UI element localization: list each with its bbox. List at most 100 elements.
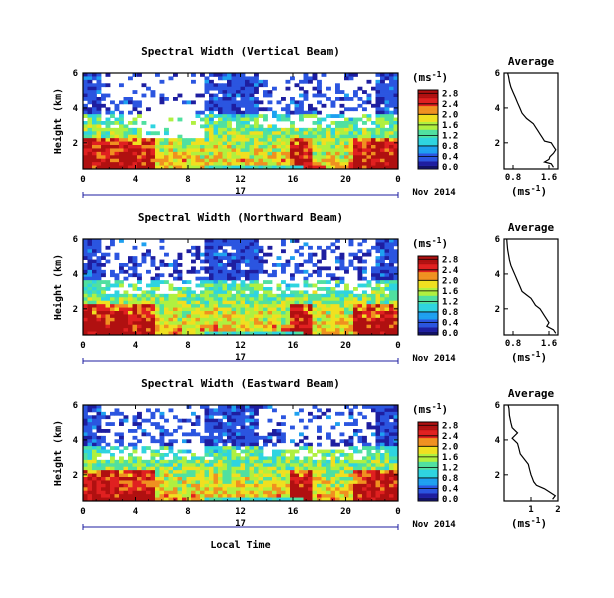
heatmap-cell <box>137 487 142 492</box>
heatmap-cell <box>290 439 295 444</box>
heatmap-cell <box>128 283 133 288</box>
heatmap-cell <box>303 317 309 322</box>
heatmap-cell <box>362 490 367 495</box>
heatmap-cell <box>330 290 336 295</box>
heatmap-cell <box>222 307 228 312</box>
heatmap <box>83 405 399 502</box>
heatmap-cell <box>371 162 376 166</box>
heatmap-cell <box>150 497 156 502</box>
heatmap-cell <box>227 466 232 471</box>
heatmap-cell <box>326 266 331 271</box>
heatmap-cell <box>200 266 205 271</box>
heatmap-cell <box>164 317 169 322</box>
heatmap-cell <box>393 73 399 77</box>
profile-x-tick-label: 0.8 <box>505 173 521 183</box>
heatmap-cell <box>146 483 151 488</box>
heatmap-cell <box>177 273 183 278</box>
heatmap-cell <box>137 141 142 146</box>
heatmap-cell <box>141 321 147 326</box>
heatmap-cell <box>132 141 138 146</box>
heatmap-cell <box>335 276 340 281</box>
colorbar-swatch <box>418 296 438 299</box>
heatmap-cell <box>101 131 106 136</box>
heatmap-cell <box>281 162 286 166</box>
colorbar-swatch <box>418 454 438 457</box>
heatmap-cell <box>83 314 88 319</box>
heatmap-cell <box>141 148 147 153</box>
heatmap-cell <box>218 405 223 409</box>
heatmap-cell <box>222 100 228 105</box>
colorbar-swatch <box>418 460 438 462</box>
heatmap-cell <box>267 324 273 329</box>
heatmap-cell <box>132 90 138 94</box>
heatmap-cell <box>191 314 196 319</box>
heatmap-cell <box>308 311 313 315</box>
heatmap-cell <box>128 100 133 105</box>
heatmap-cell <box>362 145 367 149</box>
heatmap-cell <box>353 131 358 136</box>
heatmap-cell <box>92 117 97 122</box>
heatmap-cell <box>105 470 111 474</box>
heatmap-cell <box>245 83 250 88</box>
heatmap-cell <box>168 494 174 498</box>
heatmap-cell <box>209 276 214 281</box>
heatmap-cell <box>87 432 93 437</box>
heatmap-cell <box>362 148 367 153</box>
heatmap-cell <box>186 151 192 156</box>
heatmap-cell <box>204 497 210 502</box>
heatmap-cell <box>164 331 169 336</box>
heatmap-cell <box>348 459 354 464</box>
heatmap-cell <box>294 134 300 139</box>
heatmap-cell <box>92 311 97 315</box>
heatmap-cell <box>384 453 390 457</box>
heatmap-cell <box>312 73 318 77</box>
heatmap-cell <box>159 148 165 153</box>
heatmap-cell <box>335 148 340 153</box>
heatmap-cell <box>339 90 345 94</box>
heatmap-cell <box>128 490 133 495</box>
heatmap-cell <box>267 134 273 139</box>
heatmap-cell <box>339 328 345 332</box>
heatmap-cell <box>173 466 178 471</box>
heatmap-cell <box>204 300 210 305</box>
heatmap-cell <box>384 117 390 122</box>
heatmap-cell <box>303 314 309 319</box>
heatmap-cell <box>231 90 237 94</box>
heatmap-cell <box>276 141 282 146</box>
heatmap-cell <box>362 266 367 271</box>
heatmap-cell <box>380 490 385 495</box>
heatmap-cell <box>299 331 304 336</box>
heatmap-cell <box>254 293 259 298</box>
heatmap-cell <box>168 148 174 153</box>
heatmap-cell <box>299 245 304 250</box>
heatmap-cell <box>173 459 178 464</box>
heatmap-cell <box>357 497 363 502</box>
heatmap-cell <box>384 287 390 291</box>
heatmap-cell <box>267 127 273 132</box>
heatmap-cell <box>182 418 187 423</box>
colorbar-tick-label: 1.2 <box>442 297 458 307</box>
heatmap-cell <box>258 145 264 149</box>
heatmap-cell <box>308 331 313 336</box>
heatmap-cell <box>362 497 367 502</box>
heatmap-cell <box>240 408 246 413</box>
heatmap-cell <box>83 442 88 447</box>
heatmap-cell <box>384 269 390 274</box>
heatmap-cell <box>209 259 214 264</box>
heatmap-cell <box>168 473 174 478</box>
heatmap-cell <box>357 97 363 101</box>
heatmap-cell <box>159 138 165 142</box>
heatmap-cell <box>330 480 336 485</box>
heatmap-cell <box>110 446 115 450</box>
heatmap-cell <box>231 328 237 332</box>
heatmap-cell <box>245 463 250 468</box>
heatmap-cell <box>231 300 237 305</box>
heatmap-cell <box>249 249 255 254</box>
heatmap-cell <box>110 283 115 288</box>
heatmap-cell <box>146 269 151 274</box>
heatmap-cell <box>254 110 259 115</box>
heatmap-cell <box>87 100 93 105</box>
heatmap-cell <box>236 110 241 115</box>
heatmap-cell <box>159 100 165 105</box>
heatmap-cell <box>303 435 309 440</box>
